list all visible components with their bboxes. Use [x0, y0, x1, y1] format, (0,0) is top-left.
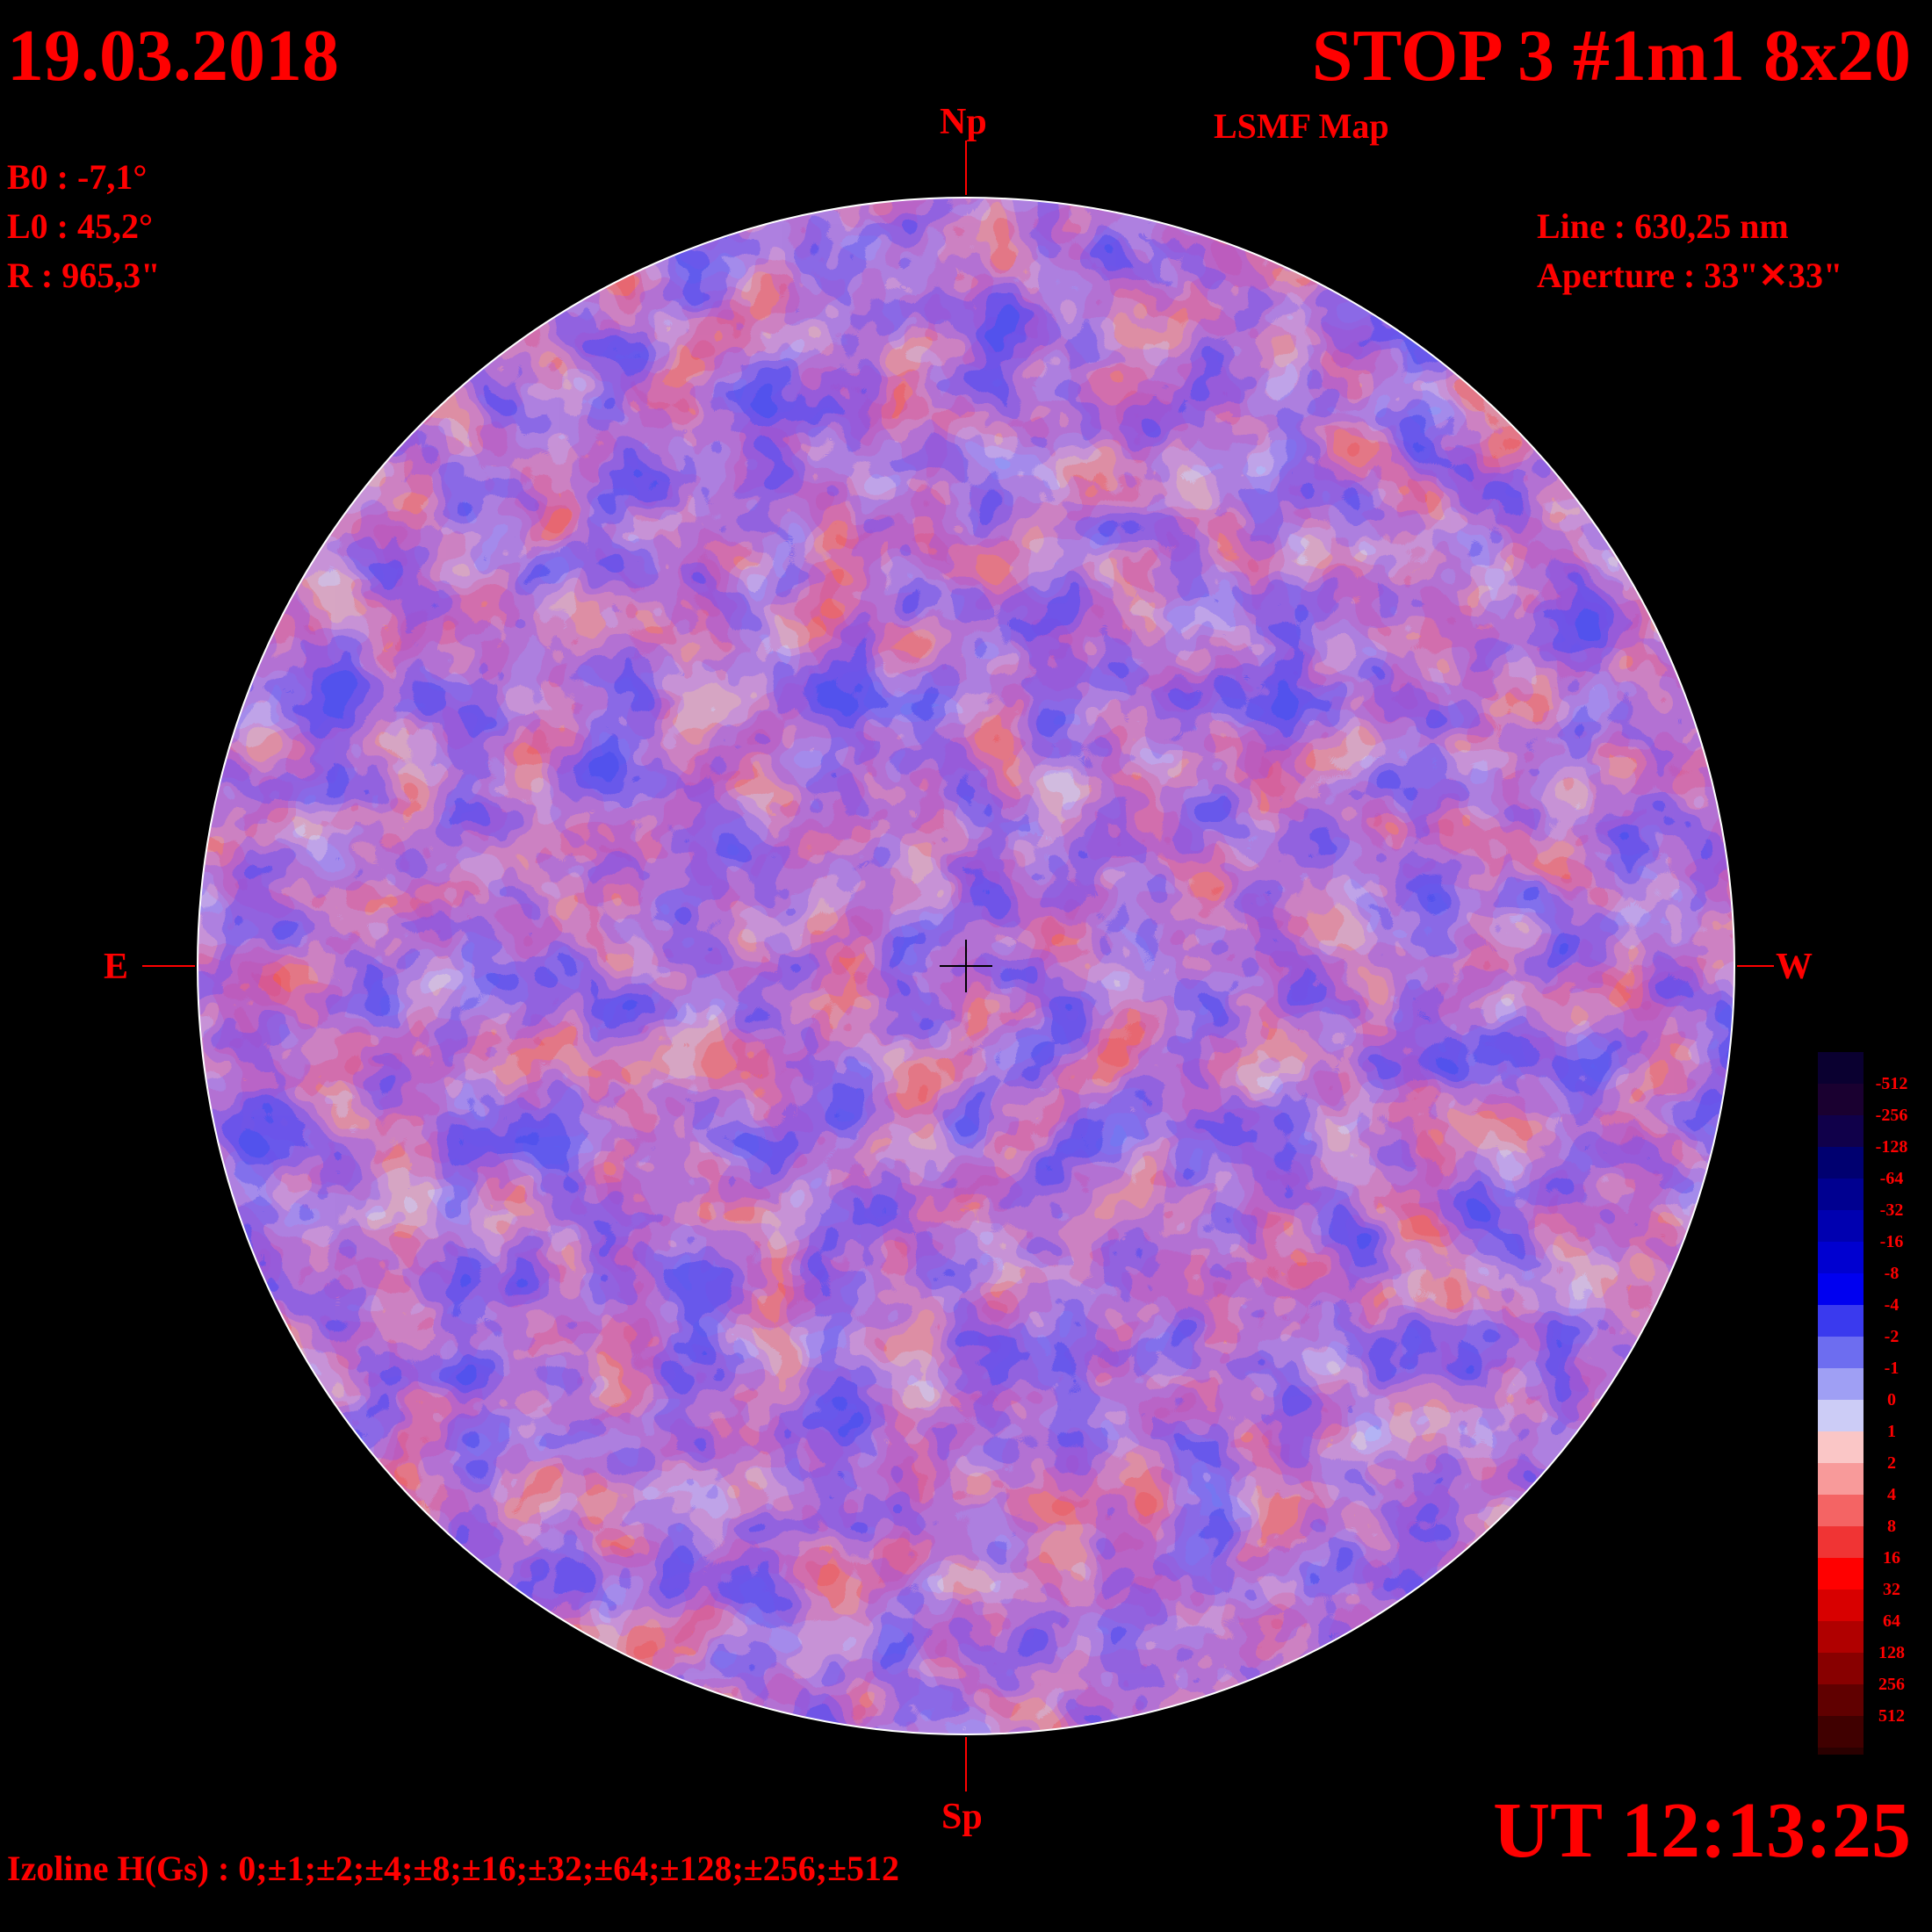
legend-label: 0: [1887, 1390, 1896, 1409]
legend-swatch: [1818, 1179, 1864, 1210]
legend-label: 8: [1887, 1517, 1896, 1536]
observation-title: STOP 3 #1m1 8x20: [1311, 15, 1911, 97]
legend-label: 32: [1883, 1580, 1900, 1599]
observation-date: 19.03.2018: [7, 15, 339, 97]
legend-label: -2: [1884, 1327, 1900, 1346]
disk-limb: [197, 197, 1735, 1735]
legend-label: -512: [1875, 1074, 1908, 1093]
legend-label: -16: [1879, 1232, 1904, 1251]
legend-swatch: [1818, 1684, 1864, 1716]
legend-swatch: [1818, 1590, 1864, 1621]
legend-bottom-cap: [1818, 1748, 1864, 1755]
legend-swatch: [1818, 1558, 1864, 1590]
legend-label: -8: [1884, 1264, 1900, 1283]
legend-swatch: [1818, 1305, 1864, 1337]
legend-top-cap: [1818, 1052, 1864, 1084]
east-label: E: [104, 947, 129, 987]
legend-label: -64: [1879, 1169, 1904, 1188]
legend-label: 128: [1878, 1643, 1905, 1662]
spectral-line: Line : 630,25 nm: [1537, 206, 1789, 246]
param-b0: B0 : -7,1°: [7, 157, 148, 197]
legend-swatch: [1818, 1431, 1864, 1463]
param-l0: L0 : 45,2°: [7, 206, 153, 246]
legend-label: -1: [1884, 1359, 1900, 1378]
legend-label: -128: [1875, 1137, 1908, 1157]
legend-swatch: [1818, 1526, 1864, 1558]
north-pole-label: Np: [940, 102, 987, 142]
legend-swatch: [1818, 1653, 1864, 1684]
legend-swatch: [1818, 1621, 1864, 1653]
legend-swatch: [1818, 1400, 1864, 1431]
param-radius: R : 965,3": [7, 256, 161, 295]
south-pole-label: Sp: [941, 1797, 983, 1837]
legend-swatch: [1818, 1368, 1864, 1400]
legend-swatch: [1818, 1273, 1864, 1305]
legend-label: 2: [1887, 1453, 1896, 1473]
legend-label: 512: [1878, 1706, 1905, 1726]
legend-label: 4: [1887, 1485, 1896, 1504]
legend-label: 16: [1883, 1548, 1900, 1568]
legend-swatch: [1818, 1115, 1864, 1147]
legend-label: 64: [1883, 1611, 1900, 1631]
map-type: LSMF Map: [1214, 106, 1389, 146]
legend-swatch: [1818, 1337, 1864, 1368]
legend-swatch: [1818, 1242, 1864, 1273]
aperture-size: Aperture : 33"✕33": [1537, 256, 1843, 295]
legend-swatch: [1818, 1495, 1864, 1526]
color-scale-legend: [1818, 1052, 1864, 1755]
legend-swatch: [1818, 1463, 1864, 1495]
legend-label: 1: [1887, 1422, 1896, 1441]
legend-label: -4: [1884, 1295, 1900, 1315]
universal-time: UT 12:13:25: [1493, 1787, 1911, 1874]
legend-label: 256: [1878, 1675, 1905, 1694]
legend-swatch: [1818, 1147, 1864, 1179]
legend-label: -32: [1879, 1200, 1904, 1220]
legend-swatch: [1818, 1716, 1864, 1748]
izoline-levels: Izoline H(Gs) : 0;±1;±2;±4;±8;±16;±32;±6…: [7, 1849, 900, 1888]
west-label: W: [1776, 947, 1813, 987]
legend-label: -256: [1875, 1106, 1908, 1125]
legend-swatch: [1818, 1210, 1864, 1242]
legend-swatch: [1818, 1084, 1864, 1115]
